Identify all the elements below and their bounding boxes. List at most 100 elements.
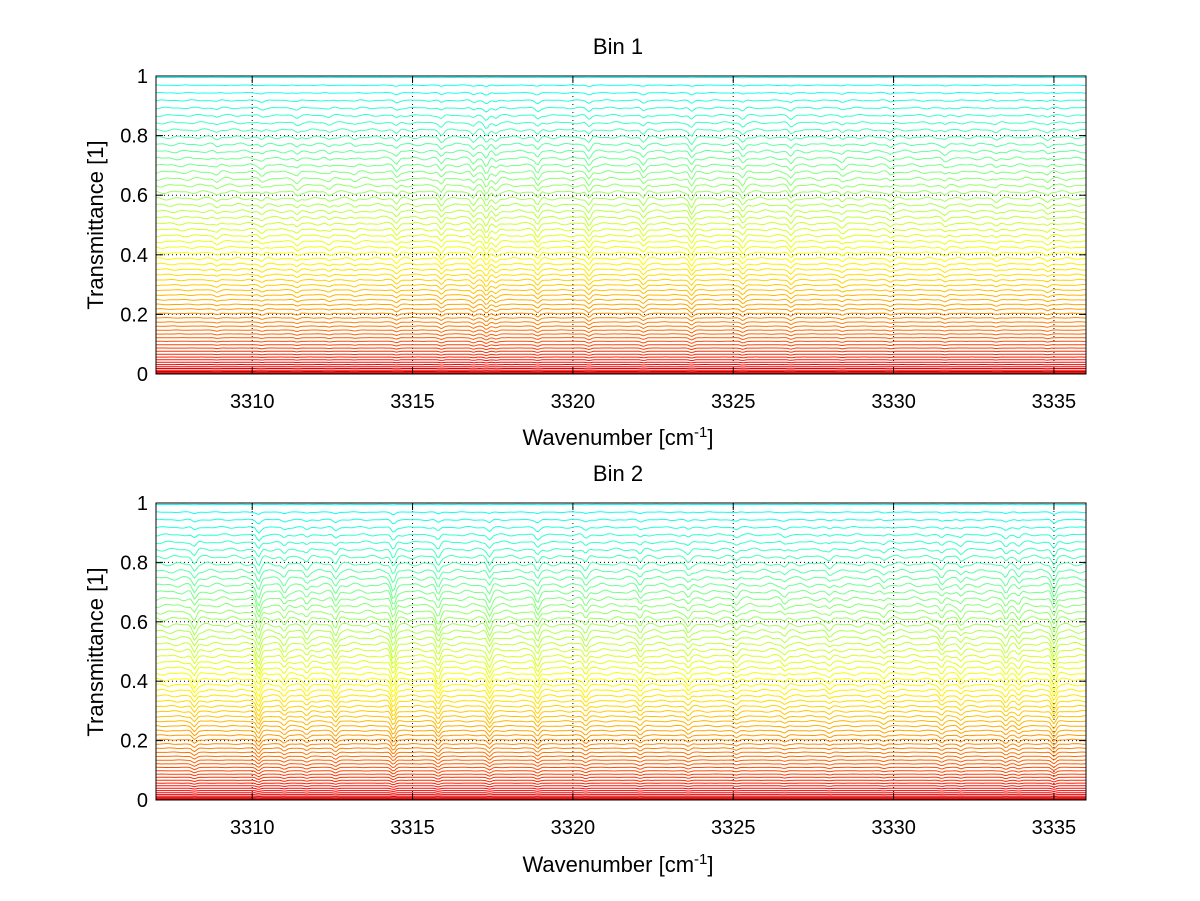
transmittance-curve [155,149,1087,160]
transmittance-curve [155,278,1087,287]
transmittance-curve [156,84,1086,88]
transmittance-curve [155,176,1087,188]
y-tick-label: 0 [137,364,148,386]
x-tick-label: 3320 [551,817,596,839]
x-tick-label: 3330 [871,817,916,839]
y-tick-labels: 0 0.2 0.4 0.6 0.8 1 [120,66,148,386]
transmittance-curve [155,245,1087,256]
transmittance-curve [156,340,1086,344]
transmittance-curve [155,540,1087,550]
transmittance-curve [155,589,1087,607]
transmittance-curve [155,677,1086,693]
transmittance-curve [155,163,1087,175]
transmittance-curve [155,525,1087,534]
y-tick-label: 0.4 [120,671,148,693]
transmittance-curve [155,189,1086,202]
x-tick-label: 3335 [1032,391,1077,413]
transmittance-curve [155,776,1086,781]
x-tick-label: 3310 [230,817,275,839]
transmittance-curve [156,751,1087,758]
transmittance-curve [155,135,1087,146]
transmittance-curve [156,743,1086,751]
transmittance-curve [156,782,1086,786]
transmittance-curve [155,582,1087,599]
transmittance-curve [155,568,1087,584]
transmittance-curve [155,303,1087,310]
transmittance-curve [156,766,1086,772]
x-axis-label-close: ] [707,425,713,450]
y-tick-labels: 0 0.2 0.4 0.6 0.8 1 [120,493,148,812]
transmittance-curves [155,503,1087,800]
transmittance-curve [155,113,1087,121]
y-axis-label: Transmittance [1] [83,140,108,309]
x-axis-label: Wavenumber [cm-1] [522,424,713,451]
transmittance-curve [155,316,1086,323]
transmittance-curve [155,533,1087,542]
x-axis-label-main: Wavenumber [cm [522,425,694,450]
transmittance-curve [156,635,1087,653]
transmittance-curve [155,671,1087,687]
transmittance-curve [155,347,1086,351]
transmittance-curve [156,503,1086,506]
transmittance-curve [155,609,1087,626]
transmittance-curve [155,239,1087,250]
transmittance-curve [155,694,1087,708]
transmittance-curve [156,792,1086,794]
y-tick-label: 1 [137,493,148,515]
transmittance-curve [156,622,1087,640]
transmittance-curve [156,142,1087,153]
transmittance-curve [156,359,1086,362]
x-tick-labels: 3310 3315 3320 3325 3330 3335 [230,817,1076,839]
x-tick-label: 3325 [711,817,756,839]
x-axis-label-superscript: -1 [694,851,707,868]
x-tick-label: 3335 [1032,817,1077,839]
transmittance-curve [156,361,1086,364]
transmittance-curve [155,298,1087,306]
transmittance-curve [155,659,1087,676]
transmittance-curve [155,288,1087,297]
transmittance-curve [155,518,1087,525]
y-tick-label: 0.6 [120,185,148,207]
x-axis-label-main: Wavenumber [cm [522,852,694,877]
transmittance-curve [155,251,1086,262]
transmittance-curve [156,353,1086,356]
x-tick-label: 3310 [230,391,275,413]
x-tick-labels: 3310 3315 3320 3325 3330 3335 [230,391,1076,413]
tick-marks [156,75,1086,375]
transmittance-curve [155,106,1087,113]
transmittance-curve [156,787,1086,790]
transmittance-curve [156,511,1086,516]
transmittance-curve [155,202,1087,216]
panel-bin-1: Bin 1 3310 3315 3320 3325 3330 3335 0 0.2 0.4 0.… [83,34,1087,451]
transmittance-curve [155,227,1087,239]
y-tick-label: 0.6 [120,612,148,634]
transmittance-curve [155,616,1087,633]
transmittance-curve [155,665,1087,681]
transmittance-curve [155,91,1087,96]
transmittance-curve [156,785,1086,788]
transmittance-curve [156,350,1086,354]
transmittance-curve [155,293,1087,301]
transmittance-curve [155,683,1086,698]
y-tick-label: 1 [137,66,148,88]
transmittance-curve [156,363,1086,366]
transmittance-curve [155,641,1087,660]
transmittance-curve [155,715,1087,726]
x-tick-label: 3315 [390,817,435,839]
transmittance-curve [155,128,1087,137]
transmittance-curve [155,337,1087,341]
transmittance-curve [155,333,1086,338]
transmittance-curve [155,724,1087,735]
panel-title: Bin 2 [593,461,643,486]
y-tick-label: 0.8 [120,552,148,574]
x-tick-label: 3330 [871,391,916,413]
transmittance-curve [155,653,1087,671]
transmittance-curve [155,561,1087,575]
transmittance-curve [155,268,1087,277]
transmittance-curve [156,273,1087,283]
transmittance-curve [155,183,1087,195]
transmittance-curve [155,329,1086,334]
transmittance-curve [156,196,1086,209]
transmittance-curve [155,312,1086,318]
y-tick-label: 0.4 [120,245,148,267]
